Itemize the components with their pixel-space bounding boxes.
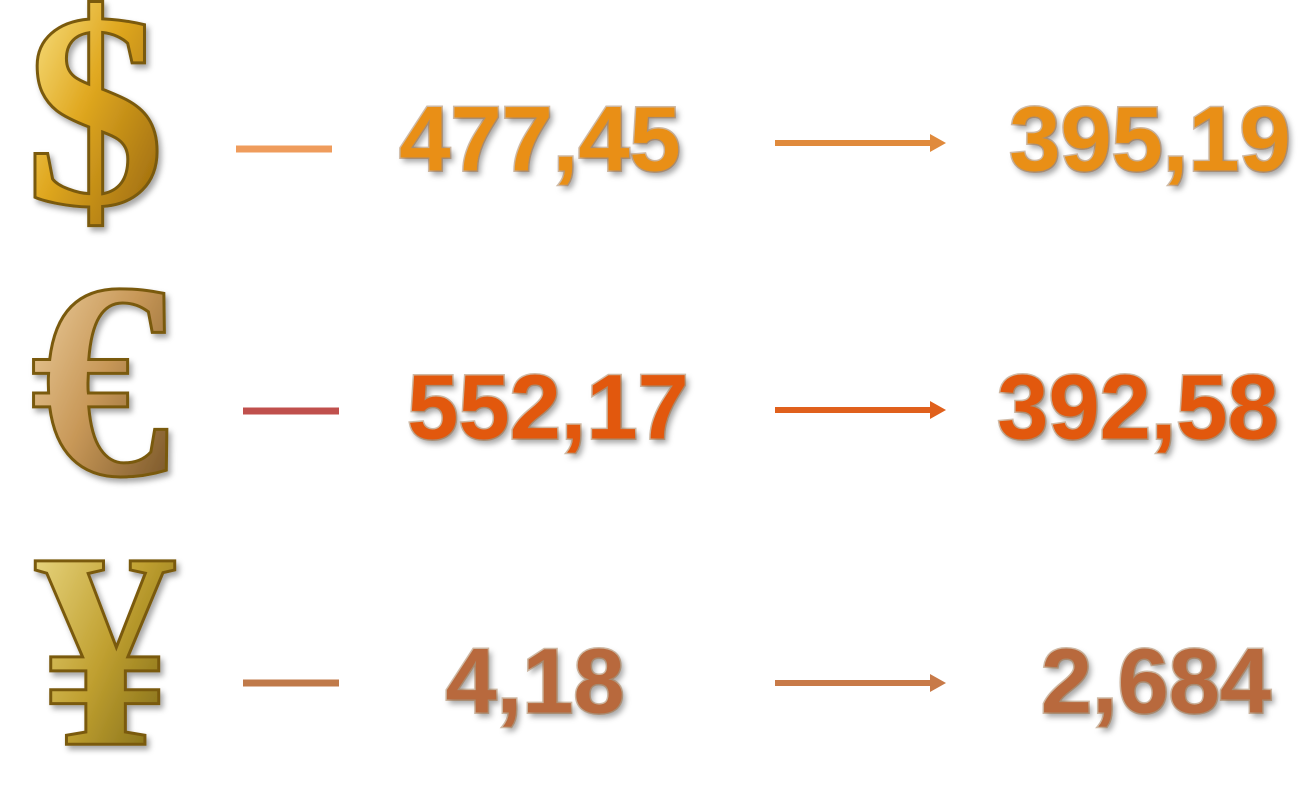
value-from: 4,18 (445, 630, 624, 732)
slide: $ 477,45 395,19 € 552,17 392,58 ¥ 4,18 2… (0, 0, 1315, 793)
currency-symbol: ¥ (35, 494, 175, 793)
value-to: 392,58 (997, 356, 1278, 458)
value-to: 2,684 (1041, 630, 1271, 732)
value-from: 552,17 (407, 356, 688, 458)
arrow (775, 674, 946, 692)
value-to: 395,19 (1009, 88, 1290, 190)
currency-symbol: € (30, 224, 170, 535)
arrow (775, 401, 946, 419)
value-from: 477,45 (399, 88, 680, 190)
arrow (775, 134, 946, 152)
